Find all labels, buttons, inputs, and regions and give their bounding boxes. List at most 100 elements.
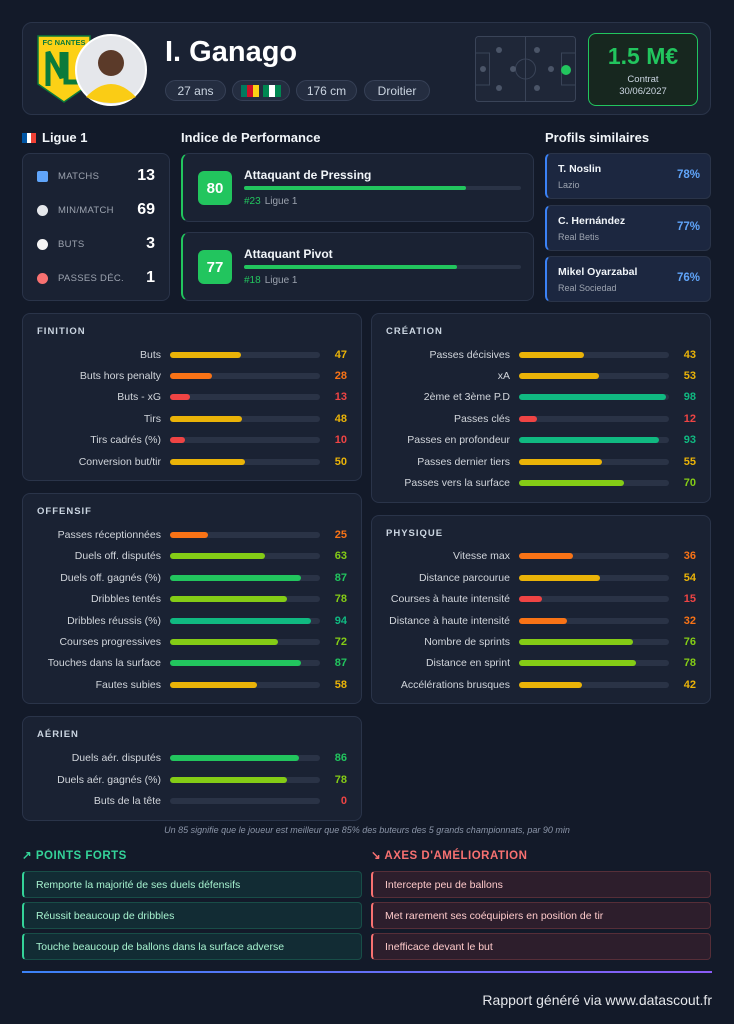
metric-bar [170,394,190,401]
metric-row: Duels aér. gagnés (%) 78 [37,769,347,790]
performance-rank: #18 Ligue 1 [244,275,298,286]
metric-bar [519,415,537,422]
metric-value: 48 [334,412,347,425]
metric-label: Passes clés [453,412,510,425]
performance-bar [244,186,466,190]
metric-value: 94 [334,614,347,627]
stat-row: MIN/MATCH 69 [37,193,155,227]
weaknesses-item: Met rarement ses coéquipiers en position… [371,902,711,929]
metric-track [170,351,320,358]
section-title: CRÉATION [386,326,443,337]
metric-bar [170,755,299,762]
stat-row: MATCHS 13 [37,159,155,193]
metric-bar [170,351,241,358]
metric-bar [170,681,257,688]
divider [22,971,712,973]
nationality-tag [232,80,290,101]
metric-row: Buts - xG 13 [37,387,347,408]
metric-bar [519,638,633,645]
metric-label: Distance en sprint [425,657,510,670]
metric-value: 0 [340,794,347,807]
performance-score: 77 [198,250,232,284]
flag-cameroon [241,84,259,97]
metric-row: Buts hors penalty 28 [37,365,347,386]
metric-row: Duels off. gagnés (%) 87 [37,567,347,588]
metric-track [170,394,320,401]
metric-value: 53 [683,370,696,383]
metric-row: Conversion but/tir 50 [37,451,347,472]
metric-row: Duels aér. disputés 86 [37,747,347,768]
metric-track [519,638,669,645]
strengths-item: Réussit beaucoup de dribbles [22,902,362,929]
strengths-item: Remporte la majorité de ses duels défens… [22,871,362,898]
stat-icon [37,272,48,284]
metric-bar [519,437,659,444]
metric-row: Fautes subies 58 [37,674,347,695]
flag-nigeria [263,84,281,97]
metric-row: Buts de la tête 0 [37,790,347,811]
metric-bar [170,373,212,380]
metric-label: Courses à haute intensité [390,593,510,606]
metric-bar [170,458,245,465]
metric-value: 15 [683,593,696,606]
similar-club: Lazio [558,180,580,190]
metric-bar [170,638,278,645]
performance-role: Attaquant Pivot [244,247,333,261]
metric-value: 43 [683,348,696,361]
metric-track [519,415,669,422]
metric-bar [519,553,573,560]
club-name: FC NANTES [43,38,86,47]
league-name: Ligue 1 [42,130,88,145]
logo-mark [45,50,80,86]
metric-value: 42 [683,678,696,691]
stat-label: MIN/MATCH [58,204,114,216]
metric-section: AÉRIEN Duels aér. disputés 86 Duels aér. ga… [22,716,362,821]
rank: #23 [244,196,261,207]
metric-bar [519,596,542,603]
metric-row: Courses progressives 72 [37,631,347,652]
performance-card: 80 Attaquant de Pressing #23 Ligue 1 [181,153,534,222]
club-logo: FC NANTES [37,35,91,103]
rank: #18 [244,275,261,286]
right-column: CRÉATION Passes décisives 43 xA 53 2ème et 3è… [371,313,711,705]
section-title: OFFENSIF [37,506,92,518]
strengths-item: Touche beaucoup de ballons dans la surfa… [22,933,362,960]
stat-label: PASSES DÉC. [58,272,124,284]
metric-bar [519,458,602,465]
stat-icon [37,204,48,216]
performance-card: 77 Attaquant Pivot #18 Ligue 1 [181,232,534,301]
weaknesses-title: AXES D'AMÉLIORATION [384,850,528,862]
stats-card: MATCHS 13 MIN/MATCH 69 BUTS 3 PASSES DÉC. 1 [22,153,170,301]
metric-label: Buts - xG [117,391,161,404]
stat-label: MATCHS [58,170,100,182]
metric-bar [519,617,567,624]
similar-name: T. Noslin [558,163,602,175]
metric-label: Courses progressives [59,635,161,648]
age-tag: 27 ans [165,80,226,101]
metric-bar [519,681,582,688]
metric-track [519,351,669,358]
metric-bar [519,574,600,581]
strengths-heading: ↗ POINTS FORTS [22,848,362,862]
contract-end: 30/06/2027 [619,86,667,97]
metric-row: Vitesse max 36 [386,546,696,567]
metric-bar [170,415,242,422]
performance-track [244,186,521,190]
metric-row: Dribbles réussis (%) 94 [37,610,347,631]
metric-value: 25 [334,529,347,542]
metric-label: Tirs cadrés (%) [90,434,161,447]
performance-list: 80 Attaquant de Pressing #23 Ligue 1 77 Attaq… [181,153,534,311]
metric-track [170,373,320,380]
metric-bar [170,776,287,783]
stat-value: 69 [137,201,155,218]
section-title: AÉRIEN [37,729,79,741]
metric-row: Dribbles tentés 78 [37,589,347,610]
metric-track [170,437,320,444]
metric-value: 87 [334,571,347,584]
league-title: Ligue 1 [22,130,88,145]
metric-value: 28 [334,370,347,383]
stat-row: BUTS 3 [37,227,155,261]
metric-row: Nombre de sprints 76 [386,631,696,652]
stat-value: 13 [137,167,155,184]
